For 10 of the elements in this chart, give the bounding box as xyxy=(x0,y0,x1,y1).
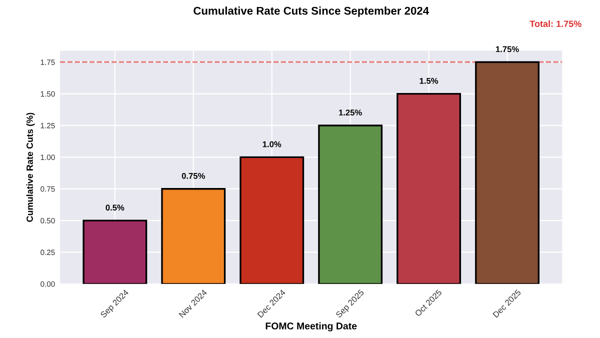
data-label: 0.5% xyxy=(106,204,124,211)
data-label: 0.75% xyxy=(182,172,205,179)
data-label: 1.0% xyxy=(262,141,282,148)
data-label: 1.25% xyxy=(339,110,362,116)
y-axis-title: Cumulative Rate Cuts (%) xyxy=(26,112,35,222)
x-axis-title: FOMC Meeting Date xyxy=(266,322,357,332)
chart-title: Cumulative Rate Cuts Since September 2024 xyxy=(194,6,429,17)
data-label: 1.75% xyxy=(496,46,519,52)
data-label: 1.5% xyxy=(420,78,438,84)
ref-line-label: Total: 1.75% xyxy=(530,20,582,27)
